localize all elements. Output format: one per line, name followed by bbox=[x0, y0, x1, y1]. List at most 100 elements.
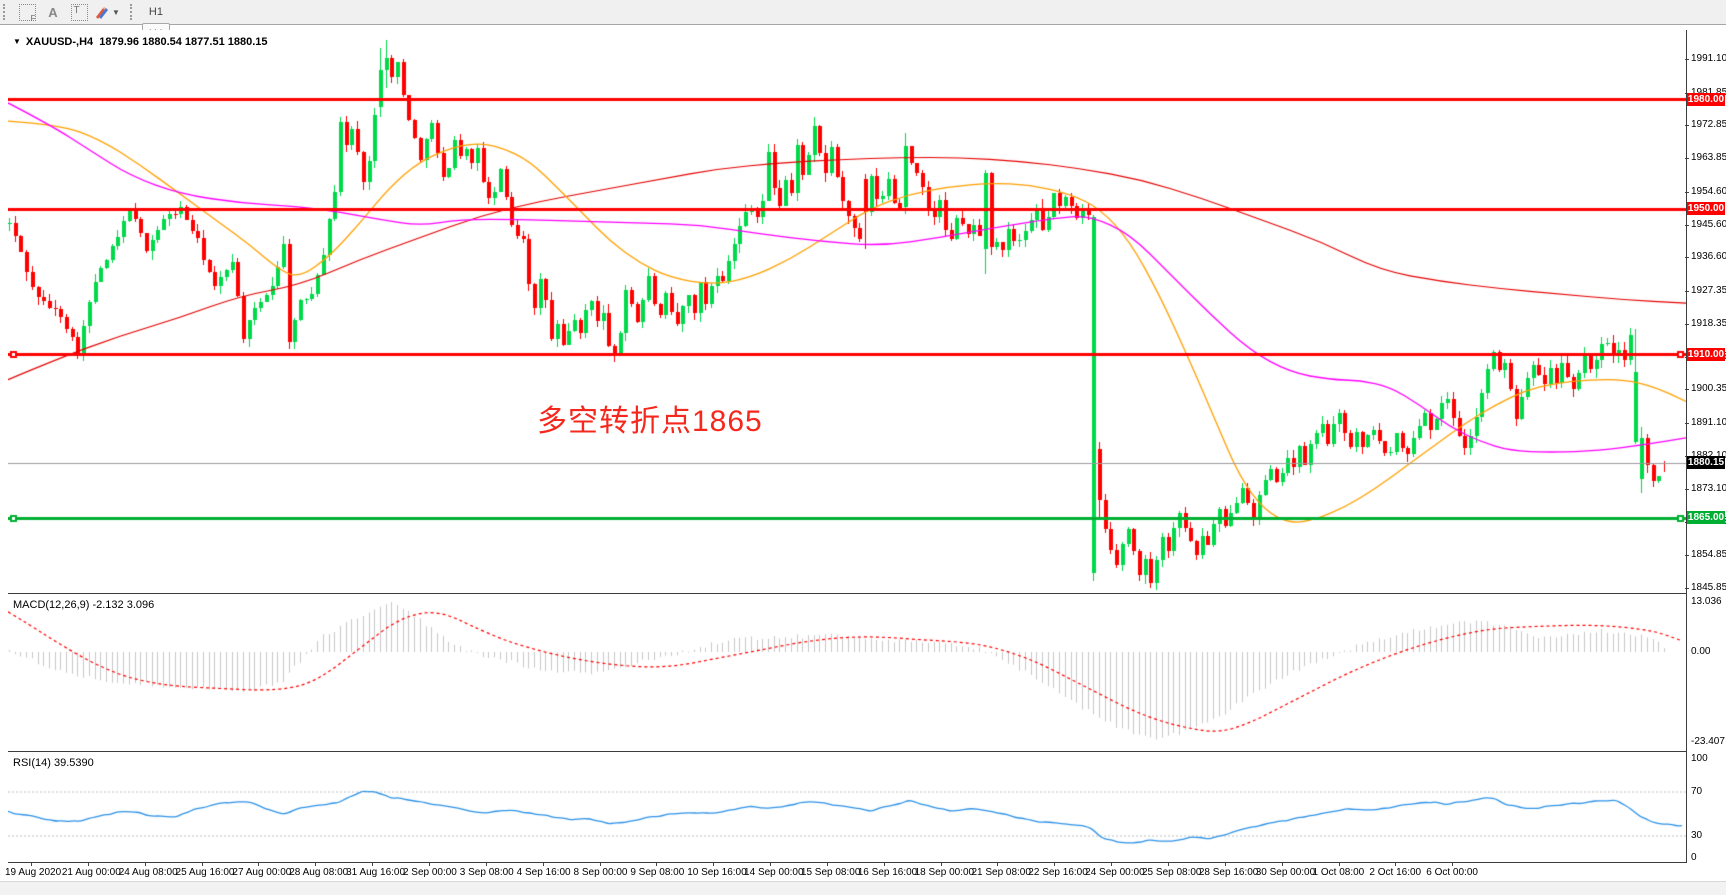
date-label: 18 Sep 00:00 bbox=[914, 867, 975, 878]
chart-title: ▼ XAUUSD-,H4 1879.96 1880.54 1877.51 1880… bbox=[13, 36, 268, 48]
date-label: 10 Sep 16:00 bbox=[687, 867, 747, 878]
crayons-glyph bbox=[96, 6, 108, 19]
date-label: 15 Sep 08:00 bbox=[800, 867, 861, 878]
symbol-dropdown-icon[interactable]: ▼ bbox=[13, 37, 21, 46]
date-label: 28 Aug 08:00 bbox=[289, 867, 349, 878]
date-label: 21 Aug 00:00 bbox=[61, 867, 121, 878]
date-label: 16 Sep 16:00 bbox=[857, 867, 918, 878]
date-label: 8 Sep 00:00 bbox=[573, 867, 628, 878]
price-tick-label: 1854.85 bbox=[1684, 548, 1726, 560]
time-tick bbox=[315, 863, 317, 866]
hline-price-label: 1980.00 bbox=[1687, 92, 1725, 106]
price-tick-label: 1873.10 bbox=[1684, 482, 1726, 494]
date-label: 25 Sep 08:00 bbox=[1142, 867, 1202, 878]
axis-border bbox=[1686, 30, 1687, 862]
macd-indicator-label: MACD(12,26,9) -2.132 3.096 bbox=[13, 599, 155, 611]
hline-price-label: 1950.00 bbox=[1687, 202, 1725, 215]
time-tick bbox=[1338, 863, 1340, 866]
date-label: 21 Sep 08:00 bbox=[971, 867, 1031, 878]
time-tick bbox=[485, 863, 487, 866]
main-chart-canvas[interactable] bbox=[8, 30, 1686, 593]
status-strip bbox=[0, 881, 1726, 895]
hline-price-label: 1910.00 bbox=[1687, 347, 1725, 361]
macd-scale-label: -23.407 bbox=[1691, 735, 1725, 747]
price-tick-label: 1963.85 bbox=[1684, 152, 1726, 164]
time-tick bbox=[87, 863, 89, 866]
date-label: 9 Sep 08:00 bbox=[630, 867, 685, 878]
date-label: 1 Oct 08:00 bbox=[1312, 867, 1365, 878]
time-tick bbox=[997, 863, 999, 866]
price-tick-label: 1900.35 bbox=[1684, 383, 1726, 395]
timeframe-button-h1[interactable]: H1 bbox=[148, 6, 163, 18]
price-tick-label: 1936.60 bbox=[1684, 251, 1726, 263]
time-tick bbox=[770, 863, 772, 866]
time-tick bbox=[883, 863, 885, 866]
date-label: 30 Sep 00:00 bbox=[1255, 867, 1316, 878]
date-label: 25 Aug 16:00 bbox=[175, 867, 235, 878]
date-label: 2 Oct 16:00 bbox=[1369, 867, 1422, 878]
time-tick bbox=[144, 863, 146, 866]
price-tick-label: 1927.35 bbox=[1684, 284, 1726, 296]
font-icon[interactable]: A bbox=[48, 4, 58, 20]
time-tick bbox=[1395, 863, 1397, 866]
date-label: 6 Oct 00:00 bbox=[1426, 867, 1478, 878]
time-tick bbox=[1054, 863, 1056, 866]
date-label: 24 Sep 00:00 bbox=[1085, 867, 1145, 878]
time-tick bbox=[1111, 863, 1113, 866]
date-label: 28 Sep 16:00 bbox=[1198, 867, 1259, 878]
dropdown-arrow-icon[interactable]: ▼ bbox=[112, 7, 120, 17]
price-tick-label: 1972.85 bbox=[1684, 119, 1726, 131]
price-tick-label: 1845.85 bbox=[1684, 581, 1726, 593]
date-label: 14 Sep 00:00 bbox=[744, 867, 804, 878]
time-tick bbox=[826, 863, 828, 866]
time-tick bbox=[542, 863, 544, 866]
time-tick bbox=[713, 863, 715, 866]
macd-scale-label: 13.036 bbox=[1691, 595, 1722, 607]
bid-price-label: 1880.15 bbox=[1687, 456, 1725, 470]
time-tick bbox=[1452, 863, 1454, 866]
price-tick-label: 1945.60 bbox=[1684, 218, 1726, 230]
rsi-scale-label: 0 bbox=[1691, 852, 1697, 863]
macd-scale-label: 0.00 bbox=[1691, 646, 1711, 657]
rsi-canvas[interactable] bbox=[8, 754, 1686, 862]
date-label: 22 Sep 16:00 bbox=[1028, 867, 1088, 878]
hline-price-label: 1865.00 bbox=[1687, 511, 1725, 525]
symbol-label: XAUUSD-,H4 bbox=[25, 36, 94, 48]
time-tick bbox=[372, 863, 374, 866]
time-tick bbox=[1281, 863, 1283, 866]
price-tick-label: 1991.10 bbox=[1684, 52, 1726, 64]
price-tick-label: 1954.60 bbox=[1684, 185, 1726, 197]
annotation-text: 多空转折点1865 bbox=[537, 405, 763, 438]
toolbar-grip-handle[interactable] bbox=[3, 4, 10, 20]
time-axis[interactable]: 19 Aug 2020 21 Aug 00:00 24 Aug 08:00 25 Au… bbox=[5, 862, 1687, 881]
rsi-scale-label: 30 bbox=[1691, 830, 1703, 841]
time-tick bbox=[599, 863, 601, 866]
time-tick bbox=[201, 863, 203, 866]
rsi-scale-label: 70 bbox=[1691, 786, 1703, 797]
toolbar-grip-handle[interactable] bbox=[129, 4, 137, 20]
date-label: 27 Aug 00:00 bbox=[232, 867, 292, 878]
time-tick bbox=[1168, 863, 1169, 866]
price-tick-label: 1891.10 bbox=[1684, 416, 1726, 428]
date-label: 31 Aug 16:00 bbox=[346, 867, 406, 878]
time-tick bbox=[31, 863, 32, 866]
time-tick bbox=[940, 863, 942, 866]
chart-shift-icon[interactable]: F bbox=[15, 1, 39, 23]
rsi-scale-label: 100 bbox=[1691, 753, 1708, 764]
date-label: 2 Sep 00:00 bbox=[402, 867, 457, 878]
date-label: 4 Sep 16:00 bbox=[516, 867, 571, 878]
time-tick bbox=[656, 863, 658, 866]
time-tick bbox=[428, 863, 430, 866]
rsi-indicator-label: RSI(14) 39.5390 bbox=[13, 757, 94, 769]
date-label: 24 Aug 08:00 bbox=[118, 867, 178, 878]
date-label: 3 Sep 08:00 bbox=[459, 867, 514, 878]
macd-canvas[interactable] bbox=[8, 596, 1686, 751]
time-tick bbox=[1224, 863, 1226, 866]
quote-values: 1879.96 1880.54 1877.51 1880.15 bbox=[99, 36, 268, 48]
crayons-icon[interactable]: ▼ bbox=[93, 1, 121, 23]
toolbar: F A T ▼ M1M5M15M30H1H4D1W1MN bbox=[0, 0, 1726, 106]
date-label: 19 Aug 2020 bbox=[5, 867, 62, 878]
time-tick bbox=[258, 863, 260, 866]
text-label-icon[interactable]: T bbox=[67, 1, 91, 23]
